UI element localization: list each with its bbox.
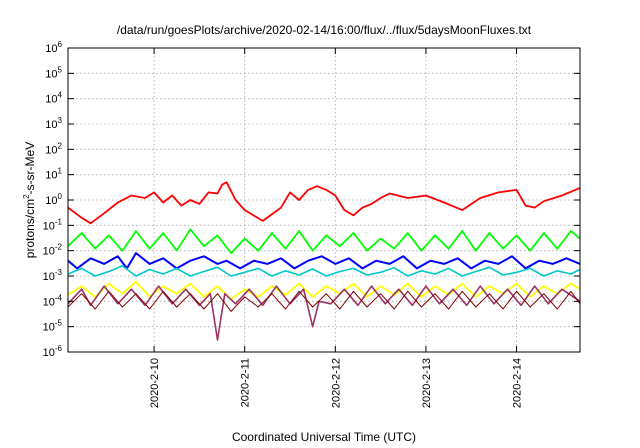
y-tick-label: 103 <box>45 116 62 131</box>
y-tick-label: 10-1 <box>43 217 63 232</box>
y-tick-label: 106 <box>45 40 62 55</box>
y-tick-label: 10-4 <box>43 293 63 308</box>
y-tick-label: 105 <box>45 65 62 80</box>
series-line-1 <box>67 181 581 225</box>
x-axis-label: Coordinated Universal Time (UTC) <box>232 430 416 444</box>
y-tick-label: 102 <box>45 141 62 156</box>
y-tick-label: 10-6 <box>43 344 63 359</box>
x-tick-label: 2020-2-11 <box>240 358 252 407</box>
y-tick-label-base: 10 <box>45 119 57 131</box>
y-tick-label-base: 10 <box>43 347 55 359</box>
series-group <box>67 181 581 341</box>
y-tick-label-exp: 4 <box>58 91 63 100</box>
y-tick-labels: 10-610-510-410-310-210-11001011021031041… <box>43 40 63 359</box>
y-tick-label-base: 10 <box>43 322 55 334</box>
y-tick-label-base: 10 <box>43 296 55 308</box>
series-line-7 <box>67 290 581 312</box>
y-tick-label-exp: 1 <box>58 167 63 176</box>
y-tick-label-exp: 5 <box>58 65 63 74</box>
y-tick-label-exp: 6 <box>58 40 63 49</box>
y-tick-label-exp: 0 <box>58 192 63 201</box>
y-axis-label: protons/cm2-s-sr-MeV <box>22 142 37 258</box>
series-line-2 <box>67 228 581 255</box>
series-line-6 <box>67 285 581 341</box>
x-tick-label: 2020-2-14 <box>512 358 524 408</box>
y-tick-label-exp: 3 <box>58 116 63 125</box>
y-tick-label-base: 10 <box>45 43 57 55</box>
y-tick-label-base: 10 <box>45 68 57 80</box>
y-axis-label-rest: -s-sr-MeV <box>23 142 37 195</box>
x-tick-label: 2020-2-12 <box>330 358 342 408</box>
y-tick-label: 101 <box>45 167 62 182</box>
y-tick-label-base: 10 <box>43 246 55 258</box>
y-tick-label: 10-5 <box>43 319 63 334</box>
y-axis-label-sup: 2 <box>22 194 31 199</box>
y-tick-label-exp: 2 <box>58 141 63 150</box>
y-tick-label: 100 <box>45 192 62 207</box>
y-tick-label: 104 <box>45 91 62 106</box>
x-tick-label: 2020-2-13 <box>421 358 433 408</box>
series-line-4 <box>67 265 581 277</box>
y-tick-label-exp: -6 <box>55 344 63 353</box>
y-tick-label-base: 10 <box>43 271 55 283</box>
y-axis-label-base: protons/cm <box>23 199 37 258</box>
grid <box>68 48 580 352</box>
x-tick-label: 2020-2-10 <box>149 358 161 408</box>
y-tick-label-exp: -2 <box>55 243 63 252</box>
ticks <box>68 47 580 353</box>
y-tick-label-exp: -3 <box>55 268 63 277</box>
y-tick-label-base: 10 <box>45 94 57 106</box>
y-tick-label-exp: -5 <box>55 319 63 328</box>
y-tick-label-base: 10 <box>43 220 55 232</box>
y-tick-label-base: 10 <box>45 144 57 156</box>
y-tick-label: 10-3 <box>43 268 63 283</box>
y-tick-label-exp: -4 <box>55 293 63 302</box>
series-line-3 <box>67 252 581 270</box>
y-tick-label-base: 10 <box>45 170 57 182</box>
y-tick-label-base: 10 <box>45 195 57 207</box>
y-tick-label-exp: -1 <box>55 217 63 226</box>
x-tick-labels: 2020-2-10 2020-2-11 2020-2-12 2020-2-13 2020… <box>149 358 523 408</box>
chart-title: /data/run/goesPlots/archive/2020-02-14/1… <box>117 23 532 37</box>
y-tick-label: 10-2 <box>43 243 63 258</box>
